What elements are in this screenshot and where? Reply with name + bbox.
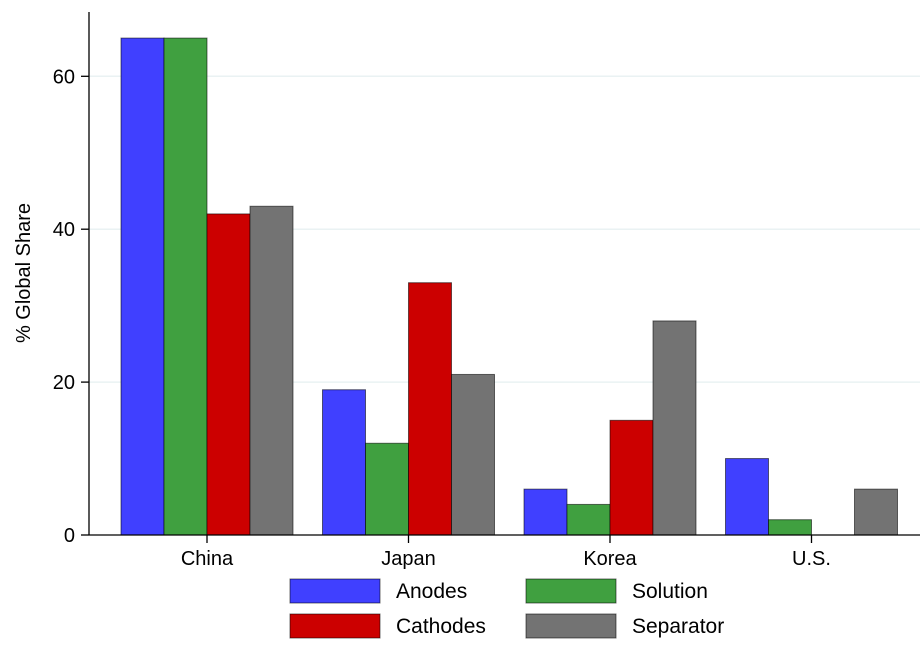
y-tick-label: 0 [64, 525, 75, 547]
bar-anodes-us [725, 458, 769, 536]
bar-anodes-china [120, 37, 165, 536]
x-tick-label: China [181, 548, 234, 570]
y-ticks: 0 20 40 60 [53, 66, 89, 547]
y-tick-label: 20 [53, 372, 75, 394]
legend-label-separator: Separator [632, 615, 724, 638]
legend-swatch-cathodes [289, 613, 381, 639]
bar-separator-us [854, 488, 898, 536]
bars [120, 37, 898, 536]
axes [88, 12, 920, 536]
bar-solution-china [163, 37, 208, 536]
y-axis-title: % Global Share [13, 203, 35, 343]
bar-solution-japan [365, 442, 409, 536]
bar-cathodes-korea [609, 419, 654, 536]
bar-solution-us [768, 519, 812, 536]
x-tick-label: Japan [381, 548, 436, 570]
x-tick-label: U.S. [792, 548, 831, 570]
bar-separator-korea [652, 320, 697, 536]
y-tick-label: 40 [53, 219, 75, 241]
x-tick-label: Korea [583, 548, 637, 570]
legend-swatch-solution [525, 578, 617, 604]
legend: Anodes Solution Cathodes Separator [289, 578, 724, 639]
legend-label-solution: Solution [632, 580, 708, 603]
bar-separator-china [249, 205, 294, 536]
y-tick-label: 60 [53, 66, 75, 88]
bar-solution-korea [566, 503, 611, 536]
legend-swatch-anodes [289, 578, 381, 604]
bar-cathodes-japan [408, 282, 452, 536]
bar-anodes-japan [322, 389, 366, 536]
bar-cathodes-china [206, 213, 251, 536]
legend-label-cathodes: Cathodes [396, 615, 486, 638]
legend-label-anodes: Anodes [396, 580, 467, 603]
x-ticks: China Japan Korea U.S. [181, 535, 831, 570]
bar-anodes-korea [523, 488, 568, 536]
legend-swatch-separator [525, 613, 617, 639]
bar-separator-japan [451, 373, 495, 536]
